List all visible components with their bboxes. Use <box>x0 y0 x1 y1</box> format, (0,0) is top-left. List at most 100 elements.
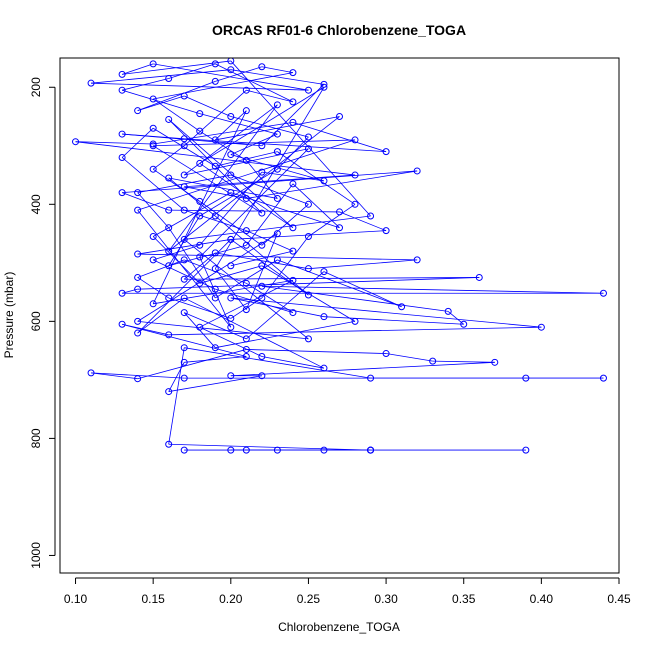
data-point <box>165 294 173 302</box>
series-line-segment <box>230 361 495 377</box>
series-line-segment <box>152 110 247 304</box>
series-line-segment <box>277 259 402 308</box>
series-line-segment <box>184 312 247 340</box>
data-point <box>273 101 281 109</box>
series-line-segment <box>168 215 201 266</box>
y-tick-label: 600 <box>29 311 43 331</box>
series-line-segment <box>199 326 263 357</box>
data-point <box>336 113 343 121</box>
x-tick-label: 0.15 <box>141 592 165 606</box>
data-point <box>134 329 142 337</box>
series-line-segment <box>261 265 356 322</box>
data-point <box>304 133 312 141</box>
data-point <box>351 317 359 325</box>
data-point <box>87 79 95 87</box>
series-line-segment <box>137 277 480 290</box>
data-point <box>180 374 188 382</box>
series-line-segment <box>121 89 200 114</box>
data-point <box>258 241 266 249</box>
data-point <box>211 162 219 170</box>
data-point <box>273 446 281 454</box>
data-point <box>196 241 204 249</box>
data-point <box>367 374 375 382</box>
data-point <box>258 63 266 71</box>
x-tick-label: 0.25 <box>297 592 321 606</box>
y-tick-label: 400 <box>29 194 43 214</box>
data-point <box>149 95 157 103</box>
series-line-segment <box>153 279 293 305</box>
series-line-segment <box>215 66 262 82</box>
data-point <box>367 446 375 454</box>
series-line-segment <box>261 171 325 182</box>
series-line-segment <box>277 136 309 170</box>
data-point <box>258 262 266 270</box>
series-line-segment <box>184 148 309 176</box>
data-point <box>227 294 235 302</box>
x-axis: 0.10 0.15 0.20 0.25 0.30 0.35 0.40 0.45 <box>64 577 631 606</box>
series-line-segment <box>168 443 371 451</box>
data-point <box>398 303 406 311</box>
data-point <box>273 130 281 138</box>
data-point <box>304 86 312 94</box>
series-line-segment <box>152 192 232 237</box>
plot-layer <box>72 58 607 454</box>
series-line-segment <box>230 154 325 182</box>
series-line-segment <box>137 81 216 112</box>
data-point <box>242 156 250 164</box>
data-point <box>118 70 126 78</box>
series-line-segment <box>246 89 294 103</box>
data-point <box>289 224 297 232</box>
data-point <box>258 209 266 217</box>
series-line-segment <box>214 268 247 310</box>
x-tick-label: 0.30 <box>374 592 398 606</box>
data-point <box>413 256 421 264</box>
series-line-segment <box>261 285 449 312</box>
data-point <box>320 268 328 276</box>
data-point <box>242 279 250 287</box>
data-point <box>491 358 499 366</box>
data-point <box>351 171 359 179</box>
series-line-segment <box>184 209 247 232</box>
data-point <box>382 148 390 156</box>
series-line-segment <box>292 183 340 229</box>
series-line-segment <box>122 60 231 75</box>
data-point <box>304 291 312 299</box>
series-line-segment <box>152 98 200 132</box>
data-point <box>211 265 219 273</box>
data-point <box>289 98 297 106</box>
series-line-segment <box>261 356 325 369</box>
series-line-segment <box>199 280 294 328</box>
y-tick-label: 200 <box>29 77 43 97</box>
series-line-segment <box>230 116 309 138</box>
data-point <box>134 189 142 197</box>
x-axis-label: Chlorobenzene_TOGA <box>278 620 400 634</box>
series-line-segment <box>153 244 200 261</box>
data-point <box>273 165 281 173</box>
series-line-segment <box>215 116 340 141</box>
series-line-segment <box>137 95 185 112</box>
series-line-segment <box>137 192 169 228</box>
series-line-segment <box>137 297 185 334</box>
data-point <box>227 189 235 197</box>
series-line-segment <box>168 347 185 445</box>
series-line-segment <box>91 372 138 380</box>
data-point <box>273 194 281 202</box>
data-point <box>149 232 157 240</box>
series-line-segment <box>122 78 169 91</box>
data-point <box>196 279 204 287</box>
data-point <box>382 227 390 235</box>
x-tick-label: 0.20 <box>219 592 243 606</box>
data-point <box>180 206 188 214</box>
series-line-segment <box>308 259 418 270</box>
data-point <box>227 113 235 121</box>
data-point <box>227 151 235 159</box>
data-point <box>336 208 343 216</box>
series-line-segment <box>199 168 278 217</box>
series-line-segment <box>386 353 433 362</box>
data-point <box>180 256 188 264</box>
series-line-segment <box>308 203 356 237</box>
series-line-segment <box>246 170 418 199</box>
series-line-segment <box>230 297 542 328</box>
series-line-segment <box>230 69 325 85</box>
